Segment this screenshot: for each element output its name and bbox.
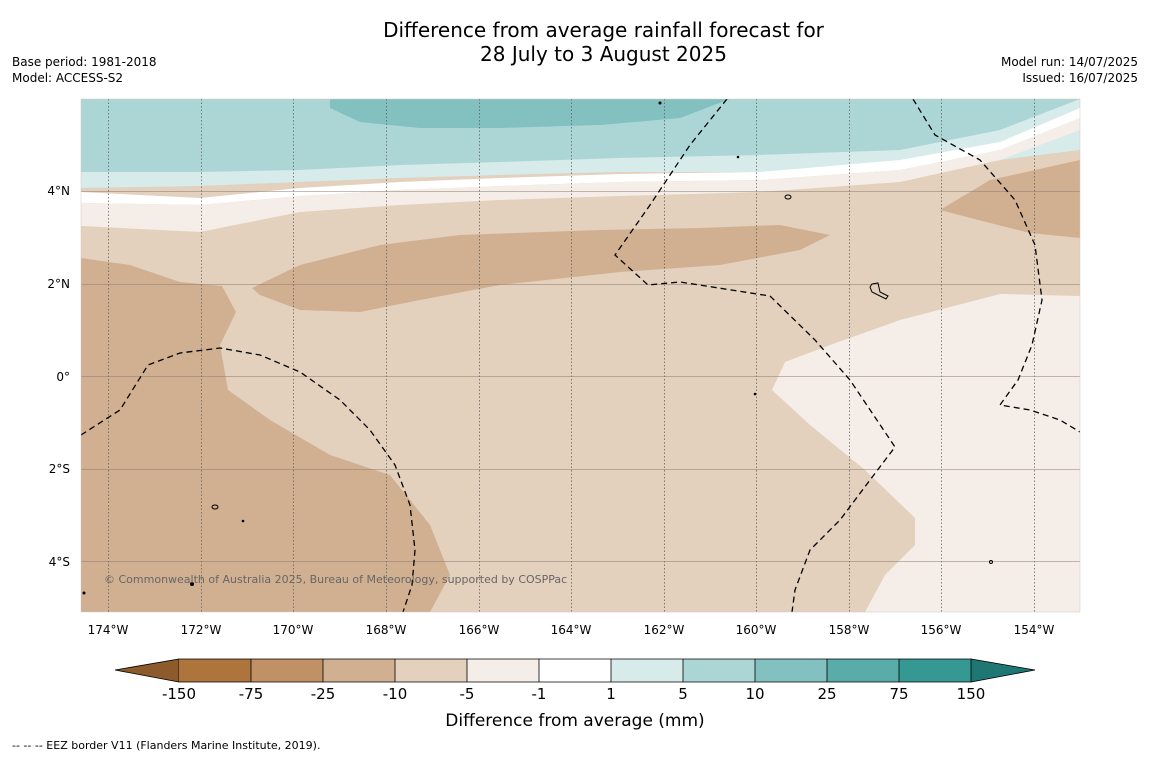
colorbar-segment <box>251 659 323 682</box>
colorbar-tick-label: -1 <box>532 685 547 703</box>
island-shape <box>211 504 219 510</box>
lon-tick-label: 170°W <box>273 623 314 637</box>
island-shape <box>784 194 792 200</box>
colorbar-tick-label: 10 <box>745 685 764 703</box>
lon-tick-label: 164°W <box>551 623 592 637</box>
model-run: Model run: 14/07/2025 <box>1000 55 1138 69</box>
title-line-1: Difference from average rainfall forecas… <box>383 18 824 42</box>
anomaly-band-minus5-minus1-north <box>81 118 1080 232</box>
lon-tick-label: 172°W <box>181 623 222 637</box>
eez-border-central <box>614 99 896 612</box>
colorbar-segment <box>179 659 251 682</box>
colorbar-extend-low <box>114 658 180 683</box>
meta-right: Model run: 14/07/2025 Issued: 16/07/2025 <box>1001 54 1138 86</box>
colorbar: -150 -75 -25 -10 -5 -1 1 5 10 25 75 150 … <box>114 658 1036 731</box>
colorbar-tick-label: -150 <box>162 685 196 703</box>
colorbar-tick-label: -5 <box>460 685 475 703</box>
lon-tick-label: 162°W <box>644 623 685 637</box>
colorbar-label: Difference from average (mm) <box>445 711 704 731</box>
colorbar-tick-label: 75 <box>889 685 908 703</box>
island-shape <box>241 519 245 523</box>
island-shape <box>753 392 757 396</box>
lon-tick-label: 160°W <box>736 623 777 637</box>
colorbar-extend-high <box>970 658 1036 683</box>
colorbar-segment <box>539 659 611 682</box>
anomaly-band-minus25-minus10-east <box>940 160 1080 238</box>
lon-tick-label: 158°W <box>829 623 870 637</box>
colorbar-segment <box>395 659 467 682</box>
colorbar-tick-label: -75 <box>239 685 264 703</box>
copyright-note: © Commonwealth of Australia 2025, Bureau… <box>104 573 567 586</box>
eez-borders <box>81 99 1080 612</box>
anomaly-band-minus25-minus10-west <box>81 258 450 612</box>
eez-footnote: -- -- -- EEZ border V11 (Flanders Marine… <box>12 739 321 752</box>
islands <box>82 101 993 595</box>
colorbar-tick-label: 25 <box>817 685 836 703</box>
island-shape <box>82 591 86 595</box>
colorbar-tick-label: 1 <box>606 685 616 703</box>
model-name: Model: ACCESS-S2 <box>12 71 124 85</box>
base-period: Base period: 1981-2018 <box>12 55 157 69</box>
colorbar-tick-label: -10 <box>383 685 408 703</box>
meta-left: Base period: 1981-2018 Model: ACCESS-S2 <box>12 54 157 86</box>
title-line-2: 28 July to 3 August 2025 <box>480 42 727 66</box>
anomaly-band-plus10-plus25 <box>330 99 730 128</box>
map-fill <box>81 99 1080 612</box>
island-shape <box>658 101 662 105</box>
lat-tick-labels: 4°N 2°N 0° 2°S 4°S <box>47 184 70 569</box>
lat-tick-label: 0° <box>56 370 70 384</box>
map-frame <box>80 98 1081 613</box>
lon-tick-label: 154°W <box>1014 623 1055 637</box>
graticule <box>81 99 1080 612</box>
lat-tick-label: 4°N <box>47 184 70 198</box>
lon-tick-labels: 174°W 172°W 170°W 168°W 166°W 164°W 162°… <box>88 623 1055 637</box>
lat-tick-label: 2°S <box>49 462 70 476</box>
colorbar-segment <box>683 659 755 682</box>
issued-date: Issued: 16/07/2025 <box>1022 71 1138 85</box>
eez-border-west <box>81 347 416 612</box>
colorbar-segment <box>467 659 539 682</box>
anomaly-band-plus1-plus5 <box>81 99 1080 188</box>
lon-tick-label: 156°W <box>921 623 962 637</box>
lon-tick-label: 166°W <box>459 623 500 637</box>
island-shape <box>190 582 194 586</box>
colorbar-tick-label: 150 <box>957 685 986 703</box>
colorbar-tick-label: 5 <box>678 685 688 703</box>
island-shape <box>736 155 740 159</box>
colorbar-tick-label: -25 <box>311 685 336 703</box>
colorbar-segment <box>755 659 827 682</box>
colorbar-segment <box>611 659 683 682</box>
colorbar-segment <box>323 659 395 682</box>
anomaly-band-minus25-minus10-central <box>252 225 830 312</box>
colorbar-segment <box>899 659 971 682</box>
lat-tick-label: 4°S <box>49 555 70 569</box>
anomaly-band-minus5-minus1-east <box>772 294 1080 612</box>
island-shape <box>989 560 993 564</box>
map-title: Difference from average rainfall forecas… <box>0 18 1150 66</box>
lat-tick-label: 2°N <box>47 277 70 291</box>
eez-border-east <box>912 99 1080 433</box>
lon-tick-label: 168°W <box>366 623 407 637</box>
island-shape <box>869 282 889 300</box>
colorbar-segment <box>827 659 899 682</box>
lon-tick-label: 174°W <box>88 623 129 637</box>
